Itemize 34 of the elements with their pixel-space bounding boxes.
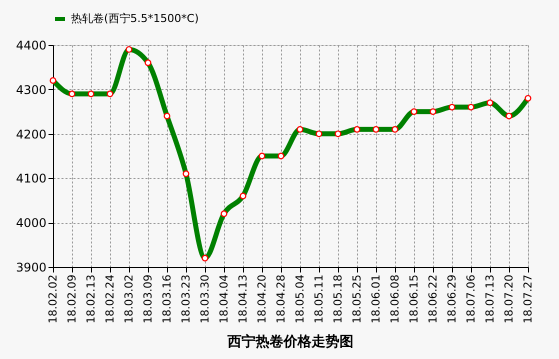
- y-tick-label: 4000: [16, 216, 46, 230]
- x-tick-label: 18.06.22: [426, 274, 440, 324]
- x-tick-label: 18.04.28: [274, 274, 288, 324]
- y-tick-label: 4100: [16, 172, 46, 186]
- x-tick-label: 18.03.30: [198, 274, 212, 324]
- x-tick-label: 18.03.02: [122, 274, 136, 324]
- x-tick-label: 18.06.29: [446, 274, 458, 324]
- text: 西宁热卷价格走势图: [226, 332, 354, 350]
- x-tick-label: 18.05.25: [350, 274, 364, 324]
- x-tick-label: 18.02.02: [46, 274, 60, 324]
- x-tick-label: 18.03.09: [142, 274, 154, 324]
- x-tick-label: 18.04.13: [236, 274, 250, 324]
- x-tick-label: 18.05.11: [312, 274, 326, 324]
- x-tick-label: 18.06.01: [370, 274, 382, 324]
- x-tick-label: 18.05.04: [294, 274, 306, 324]
- x-tick-label: 18.03.16: [160, 274, 174, 324]
- x-tick-label: 18.02.09: [66, 274, 78, 324]
- y-tick-label: 4400: [16, 38, 46, 52]
- legend-label: 热轧卷(西宁5.5*1500*C): [71, 12, 199, 25]
- x-tick-label: 18.04.20: [256, 274, 268, 324]
- x-tick-label: 18.06.08: [388, 274, 402, 324]
- x-tick-label: 18.05.18: [332, 274, 344, 324]
- x-tick-label: 18.07.06: [464, 274, 478, 324]
- x-tick-label: 18.07.13: [484, 274, 496, 324]
- y-tick-label: 3900: [16, 260, 46, 274]
- x-tick-label: 18.03.23: [180, 274, 192, 324]
- x-tick-label: 18.02.13: [84, 274, 98, 324]
- x-tick-label: 18.04.04: [218, 274, 230, 324]
- x-tick-label: 18.02.24: [104, 274, 116, 324]
- x-tick-label: 18.07.27: [522, 274, 534, 324]
- x-tick-label: 18.06.15: [408, 274, 420, 324]
- x-tick-label: 18.07.20: [502, 274, 516, 324]
- y-tick-label: 4300: [16, 82, 46, 97]
- y-tick-label: 4200: [16, 127, 46, 142]
